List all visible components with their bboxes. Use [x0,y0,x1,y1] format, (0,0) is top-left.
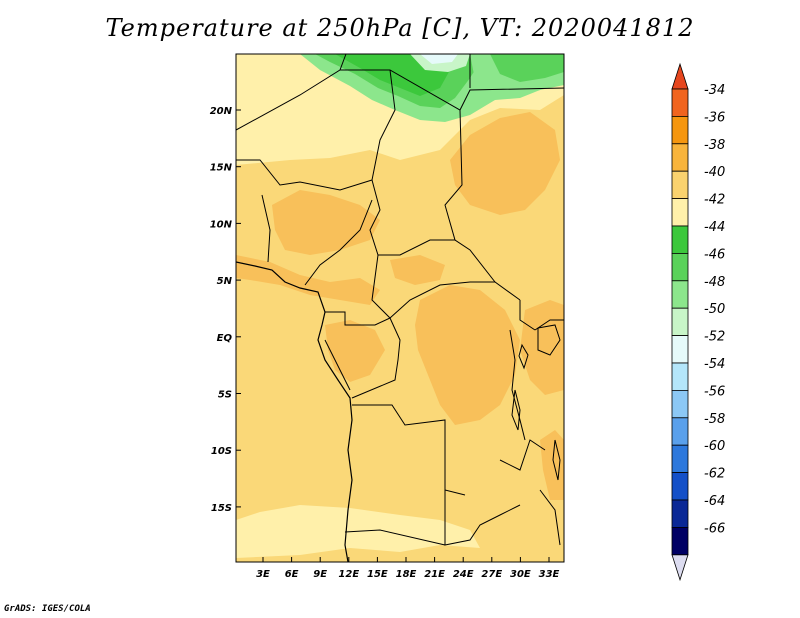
lon-label: 15E [367,569,388,580]
colorbar-label: -34 [704,83,725,98]
colorbar-swatch [671,170,689,199]
border-algeria-niger [339,54,347,71]
lake-albert [518,343,529,370]
lon-label: 12E [338,569,359,580]
colorbar-swatch [671,225,689,254]
longitude-axis: 3E 6E 9E 12E 15E 18E 21E 24E 27E 30E 33E [256,557,560,580]
lat-label: 5S [218,390,232,401]
field-warm-nigeria [272,190,380,255]
colorbar-label: -44 [704,220,725,235]
colorbar-swatch [671,389,689,419]
lakes [511,324,561,481]
lake-victoria [537,324,561,356]
colorbar-label: -64 [704,494,725,509]
colorbar-label: -54 [704,357,725,372]
colorbar-swatch [671,252,689,282]
grads-credit: GrADS: IGES/COLA [4,604,91,614]
colorbar-label: -48 [704,275,725,290]
field-warm-congo [415,285,520,425]
border-angola-zambia [444,490,521,546]
border-car-drc [389,281,521,319]
lon-label: 33E [539,569,560,580]
field-warm-west-coast [236,255,380,305]
coastline-atlantic [236,261,353,562]
border-mozambique [539,489,561,546]
colorbar-label: -56 [704,384,725,399]
colorbar-top-arrow [671,62,689,90]
border-chad-sudan [444,109,496,283]
lat-label: 15S [211,503,232,514]
lat-label: EQ [217,333,233,344]
border-tanzania [534,319,564,331]
lon-label: 6E [285,569,299,580]
lon-label: 24E [453,569,474,580]
colorbar-label: -60 [704,439,725,454]
colorbar-swatch [671,198,689,227]
border-south-sudan-drc [519,300,536,331]
colorbar-swatch [671,527,689,556]
colorbar-label: -62 [704,467,725,482]
temperature-field [236,54,564,562]
colorbar-label: -58 [704,412,725,427]
lat-label: 20N [210,106,233,117]
border-angola-namibia [344,529,446,546]
colorbar-swatch [671,499,689,528]
colorbar-bottom-arrow [671,554,689,582]
lat-label: 15N [210,163,233,174]
colorbar-swatch [671,417,689,446]
border-nigeria-cameroon [304,199,373,286]
border-niger-nigeria [236,159,373,191]
colorbar-label: -42 [704,193,725,208]
colorbar-label: -38 [704,138,725,153]
colorbar-label: -36 [704,110,725,125]
lon-label: 18E [396,569,417,580]
border-zambia-east [499,439,546,471]
map-border [235,53,565,563]
colorbar-swatch [671,472,689,501]
colorbar-swatch [671,143,689,172]
field-warm-east-lakes [520,300,564,395]
field-warm-gabon [325,320,385,382]
border-congo-gabon [325,311,391,326]
border-benin [261,194,271,263]
field-green-east-core [490,54,564,82]
border-niger-chad [371,69,396,181]
lat-label: 10S [211,446,232,457]
field-cyan-pale [420,54,458,64]
border-cameroon-car [371,254,391,319]
colorbar-swatch [671,88,689,117]
lon-label: 3E [256,569,270,580]
colorbar-swatch [671,335,689,364]
lon-label: 30E [510,569,531,580]
colorbar-swatch [671,116,689,145]
map-title: Temperature at 250hPa [C], VT: 202004181… [105,14,695,42]
lon-label: 21E [424,569,445,580]
colorbar-label: -46 [704,247,725,262]
colorbar-swatch [671,280,689,309]
field-warm-east-sahel [450,112,560,215]
border-congo-drc [351,317,401,399]
colorbar-label: -66 [704,521,725,536]
colorbar-label: -50 [704,302,725,317]
lat-label: 10N [210,219,233,230]
lake-tanganyika [511,389,521,431]
field-warm-east-south [540,430,564,500]
lat-label: 5N [217,276,233,287]
field-warm-center [390,255,445,285]
country-borders [236,54,564,546]
colorbar: -34 -36 -38 -40 -42 -44 -46 -48 -50 -52 -54 -56 -58 -… [671,62,725,582]
colorbar-swatch [671,307,689,337]
lake-malawi [552,439,561,481]
border-east-lakes [509,329,526,441]
lon-label: 27E [481,569,502,580]
colorbar-swatch [671,362,689,391]
lon-label: 9E [313,569,327,580]
colorbar-label: -52 [704,330,725,345]
colorbar-swatch [671,444,689,474]
colorbar-label: -40 [704,165,725,180]
border-drc-angola [352,404,466,496]
border-gabon-south [324,339,351,391]
latitude-axis: 20N 15N 10N 5N EQ 5S 10S 15S [210,106,241,514]
